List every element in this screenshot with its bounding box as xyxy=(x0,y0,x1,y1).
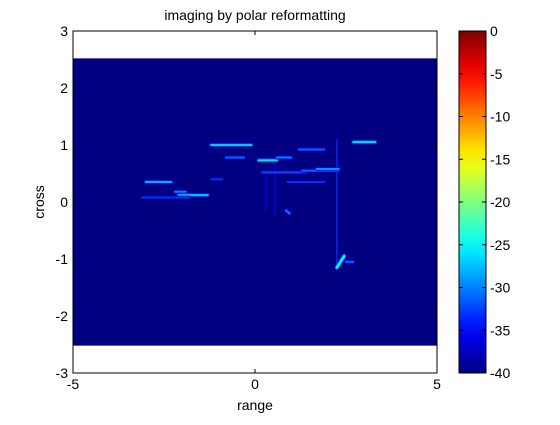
colorbar xyxy=(459,31,486,373)
colorbar-tick-label: 0 xyxy=(490,23,498,39)
y-tick-label: 1 xyxy=(60,137,68,153)
y-tick-label: -2 xyxy=(56,308,69,324)
heatmap-feature xyxy=(284,209,291,215)
y-tick-label: 0 xyxy=(60,194,68,210)
colorbar-tick-label: -20 xyxy=(490,194,510,210)
y-axis-label: cross xyxy=(31,185,47,218)
heatmap-background xyxy=(73,58,437,346)
colorbar-ticks: 0 -5 -10 -15 -20 -25 -30 -35 -40 xyxy=(459,23,510,381)
y-tick-label: -1 xyxy=(56,251,69,267)
colorbar-tick-label: -40 xyxy=(490,365,510,381)
y-axis: 3 2 1 0 -1 -2 -3 xyxy=(56,23,437,381)
y-tick-label: -3 xyxy=(56,365,69,381)
y-tick-label: 3 xyxy=(60,23,68,39)
x-tick-label: -5 xyxy=(67,376,80,392)
colorbar-tick-label: -35 xyxy=(490,322,510,338)
colorbar-tick-label: -5 xyxy=(490,66,503,82)
x-axis: -5 0 5 xyxy=(67,31,441,392)
heatmap-feature xyxy=(335,255,346,269)
y-tick-label: 2 xyxy=(60,80,68,96)
heatmap-image xyxy=(73,58,437,346)
x-tick-label: 5 xyxy=(433,376,441,392)
colorbar-tick-label: -15 xyxy=(490,151,510,167)
colorbar-tick-label: -25 xyxy=(490,237,510,253)
x-axis-label: range xyxy=(237,397,273,413)
x-tick-label: 0 xyxy=(251,376,259,392)
colorbar-tick-label: -10 xyxy=(490,109,510,125)
chart-title: imaging by polar reformatting xyxy=(164,7,345,23)
colorbar-tick-label: -30 xyxy=(490,280,510,296)
